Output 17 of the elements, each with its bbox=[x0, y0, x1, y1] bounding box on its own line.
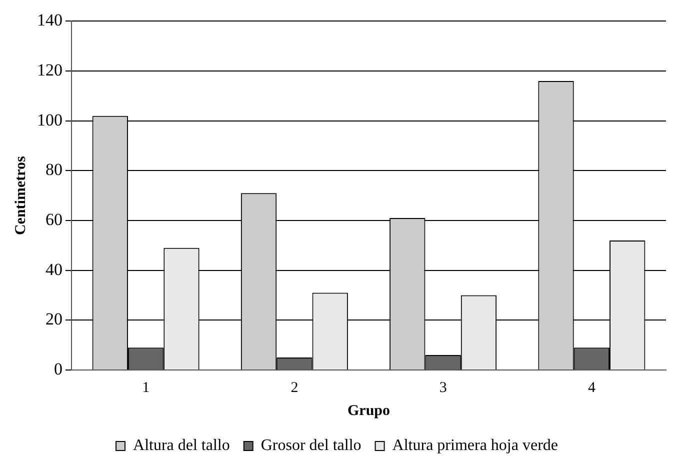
legend-label: Altura primera hoja verde bbox=[392, 437, 558, 454]
x-tick-label: 1 bbox=[142, 380, 150, 396]
y-tick-label: 120 bbox=[37, 60, 62, 80]
legend-label: Altura del tallo bbox=[133, 437, 230, 454]
y-tick-label: 20 bbox=[46, 310, 62, 329]
y-tick-label: 60 bbox=[46, 210, 62, 229]
x-tick-label: 4 bbox=[588, 380, 596, 396]
y-tick-label: 80 bbox=[46, 160, 62, 180]
legend-label: Grosor del tallo bbox=[260, 437, 362, 454]
x-tick-label: 3 bbox=[439, 380, 447, 396]
y-axis-title: Centimetros bbox=[12, 156, 29, 236]
x-axis-title: Grupo bbox=[347, 402, 390, 419]
y-tick-label: 140 bbox=[37, 10, 62, 30]
y-tick-label: 40 bbox=[46, 260, 62, 279]
y-tick-label: 100 bbox=[37, 110, 62, 130]
x-tick-label: 2 bbox=[290, 380, 298, 396]
y-tick-label: 0 bbox=[54, 359, 62, 378]
